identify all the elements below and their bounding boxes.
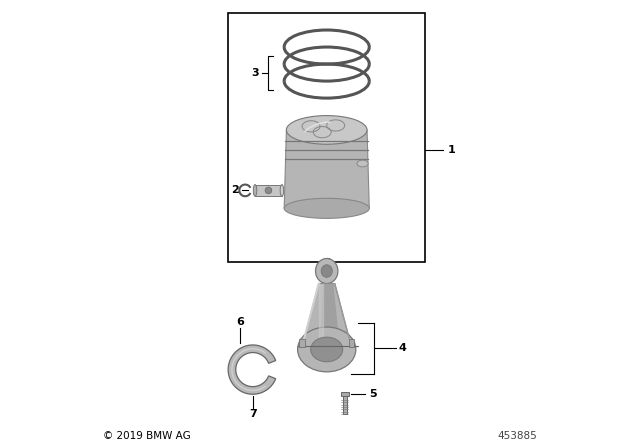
Ellipse shape — [298, 327, 356, 372]
Text: 453885: 453885 — [497, 431, 538, 441]
Ellipse shape — [310, 337, 343, 362]
Bar — [349, 339, 354, 347]
Ellipse shape — [321, 265, 332, 277]
Bar — [342, 396, 347, 414]
Text: 1: 1 — [447, 145, 455, 155]
Bar — [255, 185, 282, 196]
Bar — [300, 339, 305, 347]
Ellipse shape — [316, 258, 338, 284]
Ellipse shape — [253, 185, 257, 196]
Polygon shape — [321, 284, 339, 338]
Text: 3: 3 — [252, 68, 259, 78]
Bar — [340, 392, 349, 396]
Polygon shape — [228, 345, 276, 394]
Ellipse shape — [284, 198, 369, 218]
Text: 7: 7 — [249, 409, 257, 419]
Ellipse shape — [357, 160, 368, 167]
Ellipse shape — [265, 187, 272, 194]
Text: 4: 4 — [399, 343, 407, 353]
Ellipse shape — [280, 185, 284, 196]
Text: © 2019 BMW AG: © 2019 BMW AG — [103, 431, 191, 441]
Bar — [228, 13, 426, 262]
Text: 2: 2 — [231, 185, 239, 195]
Text: 6: 6 — [237, 317, 244, 327]
Polygon shape — [284, 130, 369, 208]
Ellipse shape — [287, 116, 367, 144]
Polygon shape — [305, 284, 349, 338]
Text: 5: 5 — [369, 389, 377, 399]
